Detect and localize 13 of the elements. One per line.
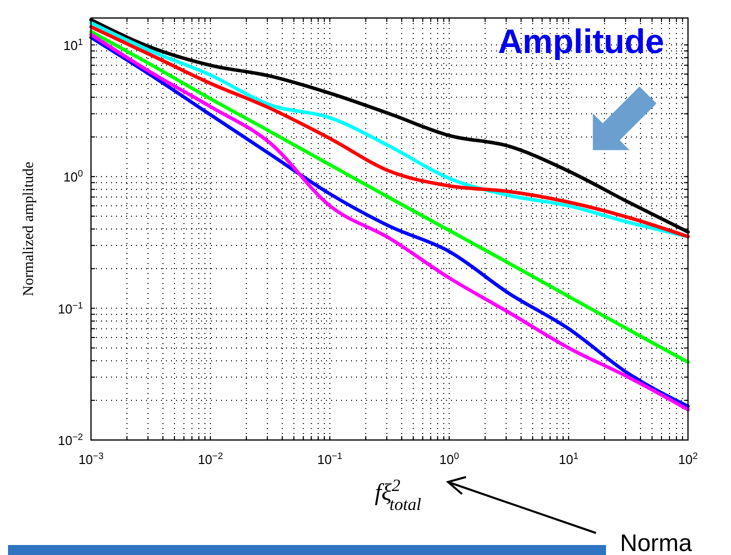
y-tick-label: 10$^{−1}$ [58,300,83,316]
x-tick-label: 10$^{−2}$ [198,451,223,467]
x-tick-label: 10$^{−1}$ [317,451,342,467]
y-tick-label: 10$^{0}$ [63,168,83,185]
y-tick-label: 10$^{−2}$ [58,432,83,448]
x-tick-label: 10$^{−3}$ [78,451,104,467]
x-tick-label: 10$^{2}$ [678,451,698,467]
x-tick-label: 10$^{0}$ [439,451,460,467]
x-tick-label: 10$^{1}$ [558,451,578,467]
y-axis-title: Normalized amplitude [21,161,37,296]
annotation: Amplitude [498,23,664,61]
text: Norma [620,530,693,555]
y-tick-label: 10$^{1}$ [63,36,83,53]
